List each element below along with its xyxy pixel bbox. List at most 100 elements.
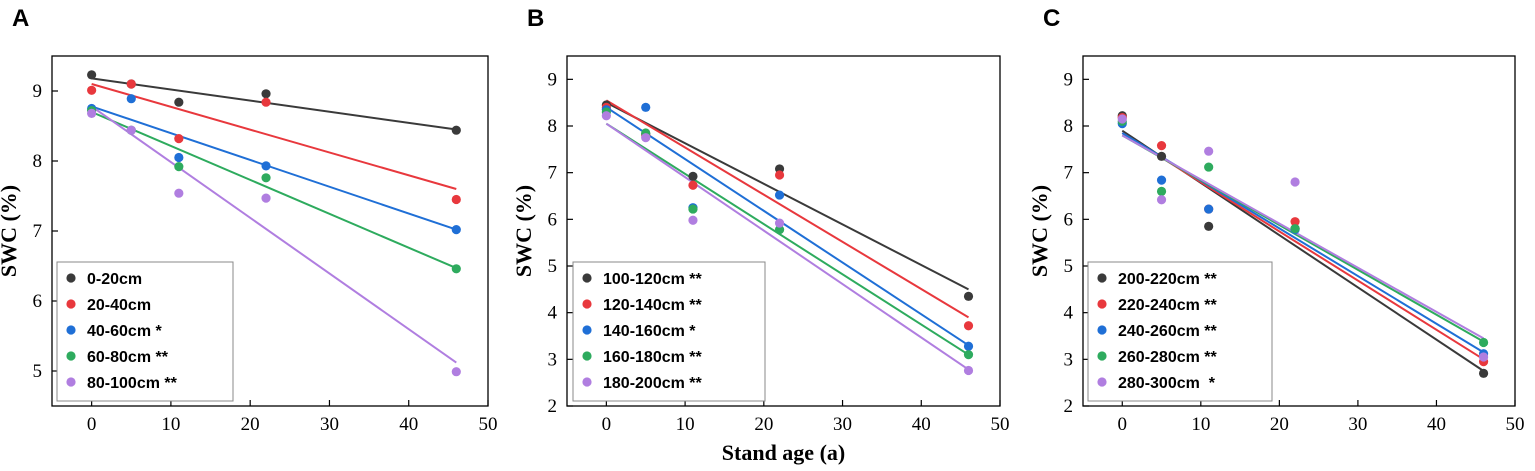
y-tick-label: 9: [33, 81, 43, 102]
x-tick-label: 40: [912, 414, 931, 435]
data-point: [126, 79, 136, 89]
legend-marker: [1097, 377, 1107, 387]
legend-label: 20-40cm: [87, 297, 151, 314]
legend-label: 80-100cm **: [87, 375, 178, 392]
legend-label: 280-300cm *: [1118, 375, 1216, 392]
data-point: [641, 102, 651, 112]
legend-marker: [582, 377, 592, 387]
data-point: [1156, 175, 1167, 185]
data-point: [126, 94, 136, 104]
data-point: [774, 170, 785, 180]
legend-label: 100-120cm **: [603, 271, 703, 288]
fit-line-1: [605, 99, 970, 319]
fit-line-4: [91, 105, 457, 364]
x-tick-label: 50: [479, 414, 498, 435]
data-point: [174, 97, 184, 107]
y-tick-label: 8: [33, 151, 43, 172]
data-point: [688, 204, 698, 214]
data-point: [688, 171, 698, 181]
legend-box: [56, 261, 234, 402]
legend-marker: [66, 351, 76, 361]
y-tick-label: 3: [548, 349, 558, 370]
data-point: [1478, 337, 1489, 348]
x-tick-label: 0: [602, 414, 612, 435]
plot-frame: [566, 55, 1001, 407]
data-point: [126, 125, 136, 135]
x-tick-label: 10: [1191, 414, 1210, 435]
data-point: [601, 111, 611, 121]
y-tick-label: 5: [1064, 256, 1074, 277]
y-tick-label: 6: [548, 209, 558, 230]
data-point: [261, 193, 271, 203]
chart-panel-c: C 0 10 20 30 40 50 2 3 4 5 6 7 8 9 SWC (%) 200-220cm ** 2…: [1027, 5, 1525, 435]
panel-label: C: [1043, 5, 1060, 32]
data-point: [261, 89, 271, 99]
data-point: [1156, 141, 1167, 151]
legend-marker: [582, 325, 592, 335]
y-tick-label: 5: [33, 361, 43, 382]
data-point: [1156, 195, 1167, 205]
legend-marker: [66, 299, 76, 309]
y-tick-label: 8: [548, 116, 558, 137]
data-point: [174, 152, 184, 163]
data-point: [451, 367, 461, 377]
fit-line-4: [1121, 134, 1485, 340]
legend-marker: [66, 325, 76, 335]
y-tick-label: 7: [33, 221, 43, 242]
legend-marker: [66, 273, 76, 283]
legend-label: 120-140cm **: [603, 297, 703, 314]
data-point: [261, 161, 271, 171]
legend-label: 140-160cm *: [603, 323, 696, 340]
data-point: [1290, 217, 1300, 227]
y-tick-label: 8: [1064, 116, 1074, 137]
data-point: [451, 225, 461, 235]
y-tick-label: 9: [1064, 69, 1074, 90]
y-tick-label: 2: [548, 396, 558, 417]
legend-box: [1087, 261, 1273, 402]
x-tick-label: 50: [991, 414, 1010, 435]
legend-label: 240-260cm **: [1118, 323, 1218, 340]
legend-marker: [582, 299, 592, 309]
data-point: [963, 321, 974, 331]
x-tick-label: 20: [1270, 414, 1289, 435]
y-tick-label: 5: [548, 256, 558, 277]
chart-panel-a: A 0 10 20 30 40 50 5 6 7 8 9 SWC (%) 0-20cm 20-40cm 40-…: [0, 5, 498, 435]
y-tick-label: 3: [1064, 349, 1074, 370]
data-point: [174, 162, 184, 172]
legend-marker: [1097, 299, 1107, 309]
legend-marker: [66, 377, 76, 387]
data-point: [1478, 368, 1489, 378]
panel-label: B: [527, 5, 544, 32]
fit-line-0: [605, 101, 969, 291]
data-point: [774, 225, 785, 235]
legend-marker: [582, 273, 592, 283]
x-tick-label: 30: [1348, 414, 1367, 435]
fit-line-3: [91, 111, 457, 270]
data-point: [1156, 151, 1167, 161]
y-axis-title: SWC (%): [1027, 185, 1052, 277]
fit-line-4: [605, 122, 970, 371]
plot-frame: [1082, 55, 1516, 407]
data-point: [641, 133, 651, 143]
data-point: [1156, 186, 1167, 196]
data-point: [174, 134, 184, 144]
data-point: [963, 365, 974, 376]
legend-marker: [1097, 351, 1107, 361]
legend-label: 200-220cm **: [1118, 271, 1218, 288]
fit-line-3: [605, 122, 970, 356]
x-tick-label: 10: [161, 414, 180, 435]
y-tick-label: 7: [548, 163, 558, 184]
x-tick-label: 40: [1427, 414, 1446, 435]
y-tick-label: 6: [1064, 209, 1074, 230]
data-point: [774, 218, 785, 228]
data-point: [451, 125, 461, 135]
data-point: [774, 190, 785, 200]
data-point: [688, 215, 698, 225]
data-point: [1290, 224, 1300, 234]
data-point: [1204, 221, 1214, 231]
data-point: [963, 341, 974, 351]
y-tick-label: 4: [1064, 303, 1074, 324]
chart-panel-b: B 0 10 20 30 40 50 2 3 4 5 6 7 8 9 SWC (%) Stand age (a)…: [511, 5, 1010, 465]
data-point: [1290, 177, 1300, 187]
x-tick-label: 20: [241, 414, 260, 435]
